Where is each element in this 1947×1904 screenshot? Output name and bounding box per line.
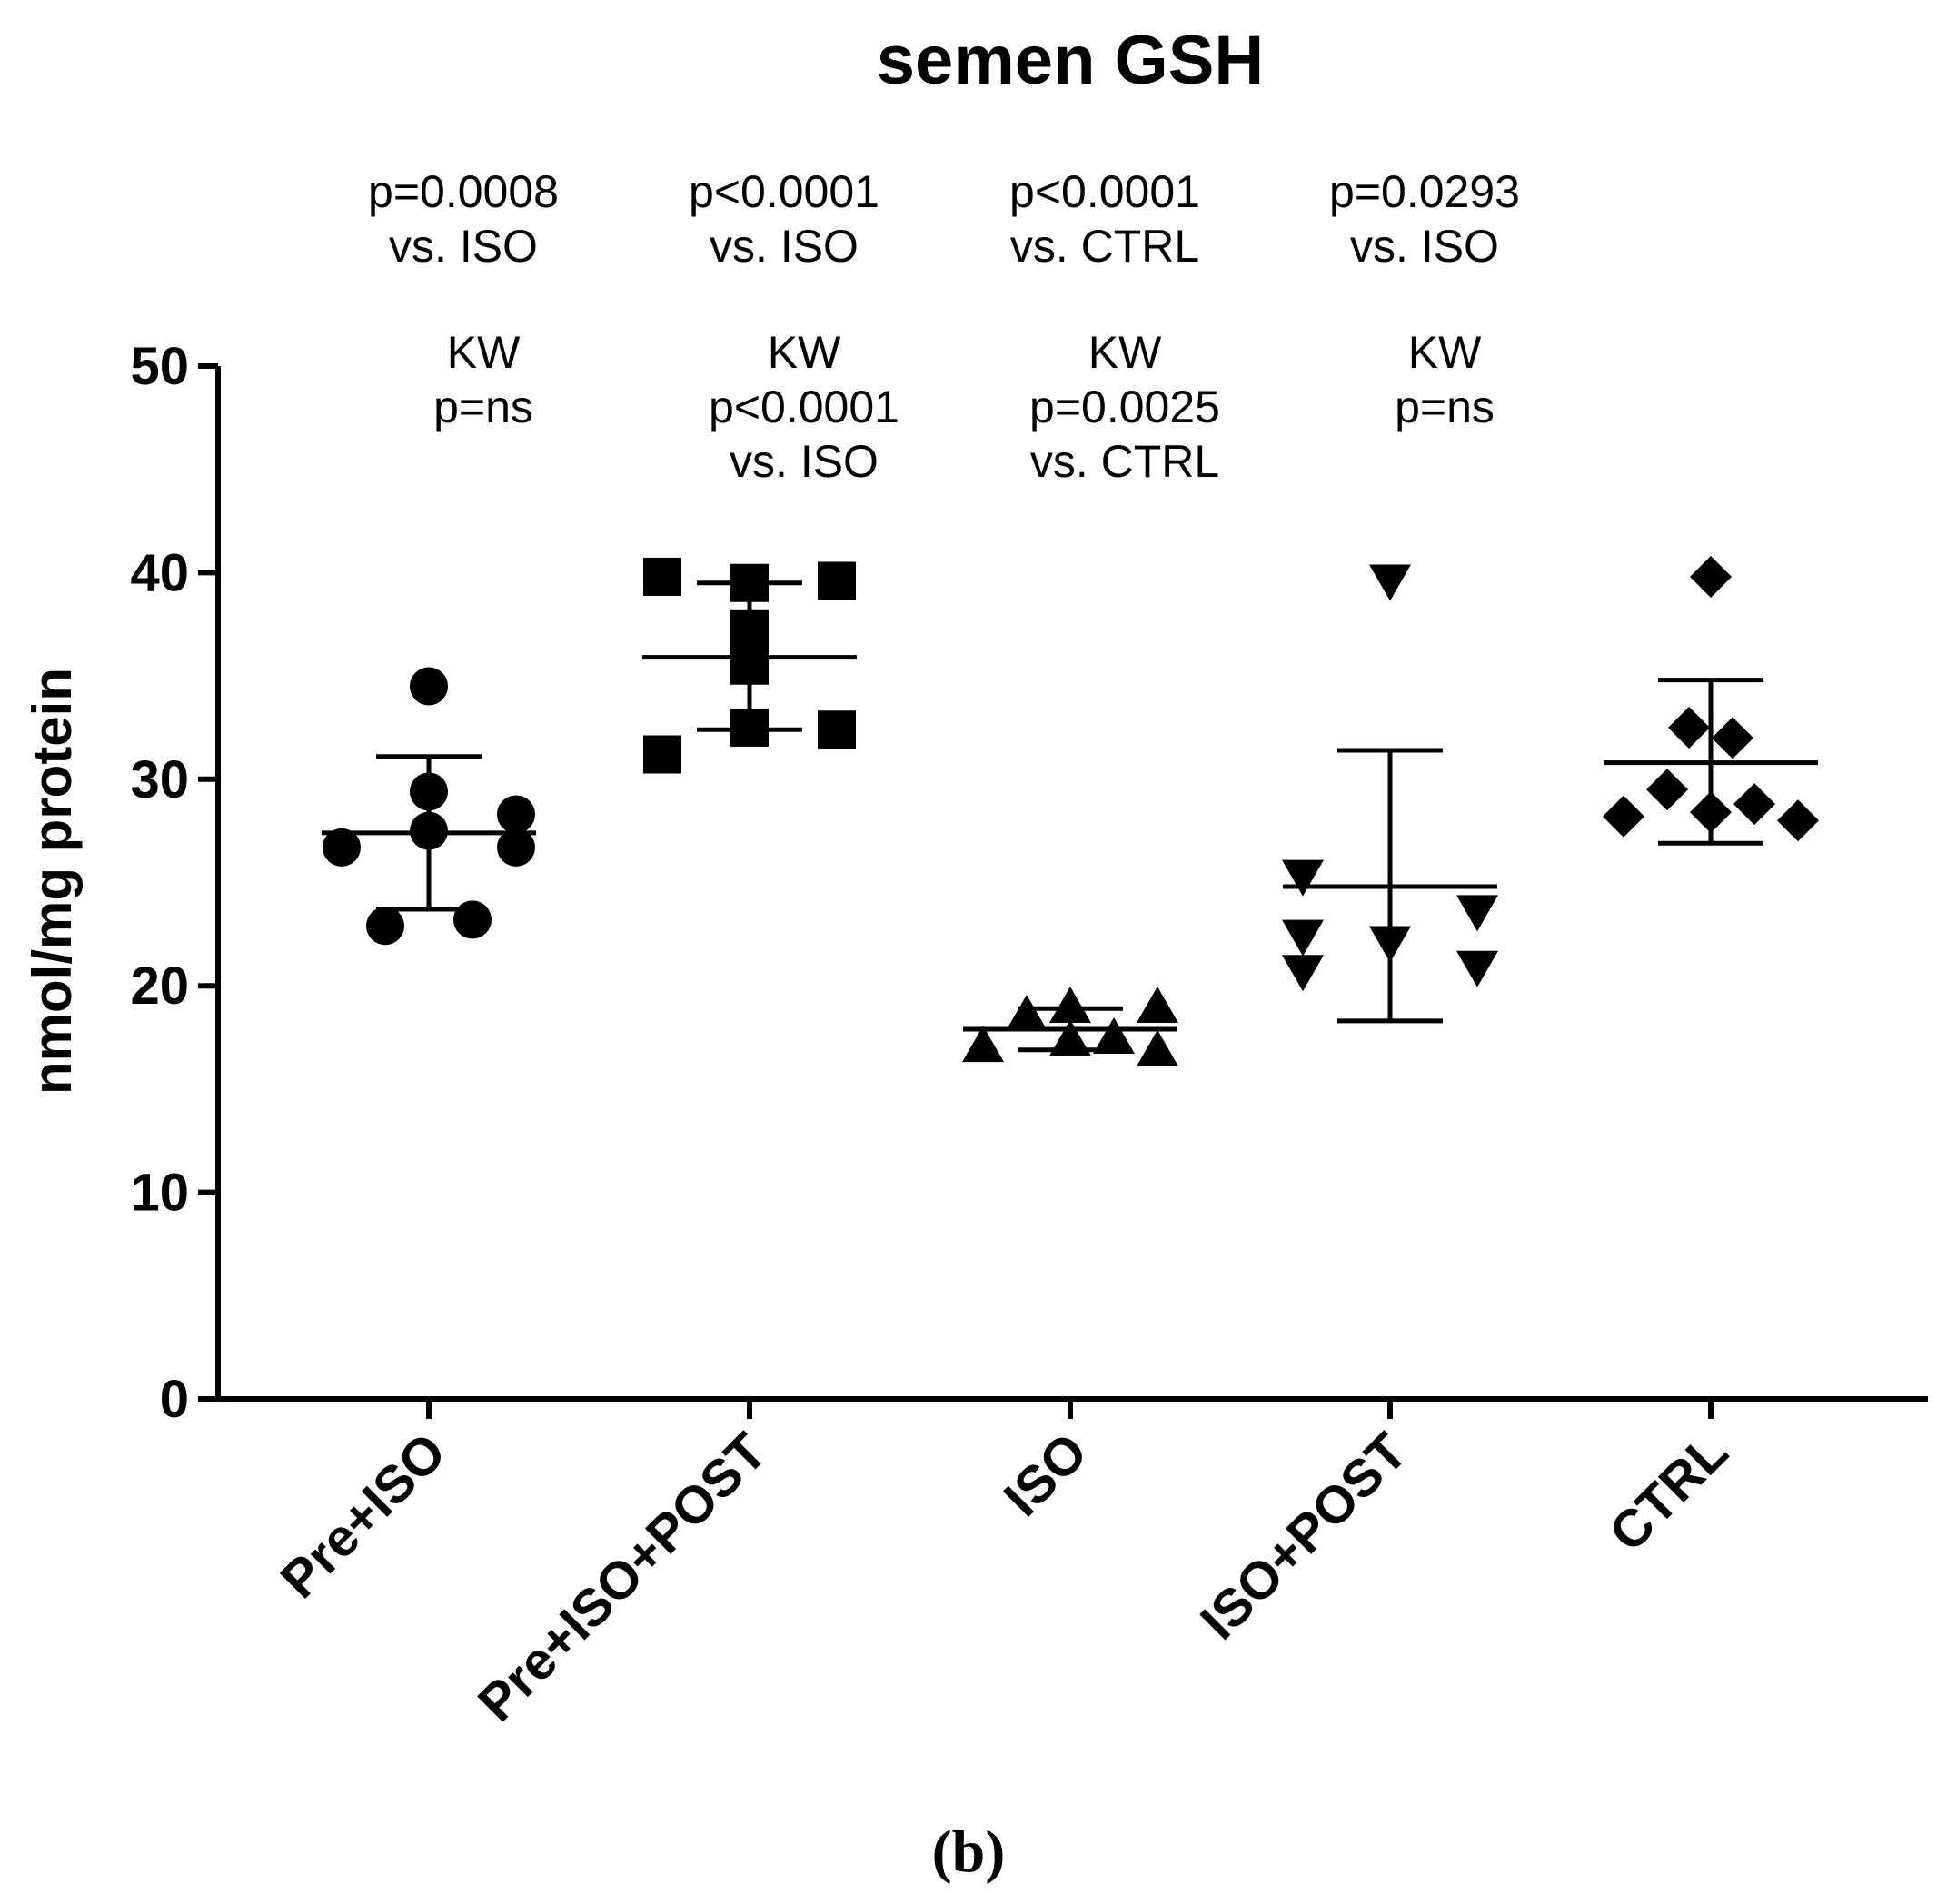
data-point bbox=[1603, 795, 1644, 838]
data-point bbox=[643, 557, 681, 596]
data-point bbox=[1282, 919, 1324, 957]
series-iso bbox=[962, 986, 1178, 1066]
x-tick-label: Pre+ISO bbox=[269, 1422, 457, 1610]
data-point bbox=[1049, 986, 1091, 1023]
data-point bbox=[1137, 986, 1178, 1023]
data-point bbox=[453, 900, 492, 939]
p-value-annotation: vs. CTRL bbox=[1010, 221, 1199, 272]
kw-annotation: p=0.0025 bbox=[1029, 382, 1220, 432]
series-pre-plus-iso-plus-post bbox=[642, 557, 857, 774]
p-value-annotation: vs. ISO bbox=[1350, 221, 1499, 272]
data-point bbox=[1093, 1017, 1135, 1055]
kw-annotation: KW bbox=[447, 327, 521, 378]
data-point bbox=[962, 1026, 1004, 1063]
data-point bbox=[410, 667, 448, 706]
chart-title: semen GSH bbox=[877, 22, 1265, 99]
data-point bbox=[497, 828, 535, 867]
data-point bbox=[1006, 995, 1048, 1032]
p-value-annotation: p<0.0001 bbox=[689, 166, 879, 217]
data-point bbox=[1733, 783, 1775, 826]
series-iso-plus-post bbox=[1282, 564, 1498, 1024]
data-point bbox=[1282, 955, 1324, 992]
p-value-annotation: p=0.0008 bbox=[368, 166, 559, 217]
x-tick-label: ISO bbox=[993, 1422, 1099, 1528]
data-point bbox=[366, 907, 404, 946]
kw-annotation: KW bbox=[768, 327, 841, 378]
data-point bbox=[1369, 564, 1411, 601]
data-point bbox=[1712, 717, 1753, 759]
data-point bbox=[643, 735, 681, 774]
data-point bbox=[1456, 950, 1498, 987]
x-tick-label: CTRL bbox=[1598, 1422, 1739, 1562]
data-point bbox=[1777, 799, 1819, 842]
panel-label: (b) bbox=[932, 1819, 1006, 1885]
x-tick-label: Pre+ISO+POST bbox=[467, 1422, 778, 1732]
data-point bbox=[1668, 706, 1710, 749]
data-point bbox=[1456, 895, 1498, 932]
kw-annotation: vs. CTRL bbox=[1030, 436, 1219, 487]
data-point bbox=[497, 795, 535, 834]
p-value-annotation: vs. ISO bbox=[710, 221, 859, 272]
series-ctrl bbox=[1603, 555, 1819, 846]
axes: 0 10 20 30 40 50 Pre+ISO Pre+ISO+POST ISO ISO+POS… bbox=[130, 337, 1928, 1733]
data-point bbox=[1646, 769, 1688, 811]
p-value-annotation: vs. ISO bbox=[389, 221, 538, 272]
y-tick-label: 30 bbox=[130, 750, 189, 809]
kw-annotation: p=ns bbox=[1395, 382, 1495, 432]
kw-annotation: p=ns bbox=[433, 382, 533, 432]
data-point bbox=[1137, 1029, 1178, 1066]
data-point bbox=[818, 710, 856, 749]
data-point bbox=[1690, 555, 1732, 598]
y-tick-label: 50 bbox=[130, 337, 189, 396]
kw-annotation: p<0.0001 bbox=[709, 382, 899, 432]
p-value-annotation: p<0.0001 bbox=[1009, 166, 1200, 217]
x-tick-label: ISO+POST bbox=[1189, 1422, 1418, 1651]
kw-annotation: vs. ISO bbox=[730, 436, 879, 487]
kw-annotation: KW bbox=[1088, 327, 1162, 378]
data-point bbox=[323, 828, 361, 867]
series-pre-plus-iso bbox=[322, 667, 536, 946]
data-point bbox=[818, 561, 856, 600]
data-marks bbox=[322, 555, 1819, 1066]
y-tick-label: 0 bbox=[160, 1370, 189, 1429]
y-tick-label: 10 bbox=[130, 1164, 189, 1223]
y-axis-label: nmol/mg protein bbox=[22, 668, 83, 1095]
kw-annotation: KW bbox=[1408, 327, 1482, 378]
p-value-annotation: p=0.0293 bbox=[1329, 166, 1520, 217]
y-tick-label: 40 bbox=[130, 543, 189, 602]
data-point bbox=[1282, 859, 1324, 897]
y-tick-label: 20 bbox=[130, 957, 189, 1016]
